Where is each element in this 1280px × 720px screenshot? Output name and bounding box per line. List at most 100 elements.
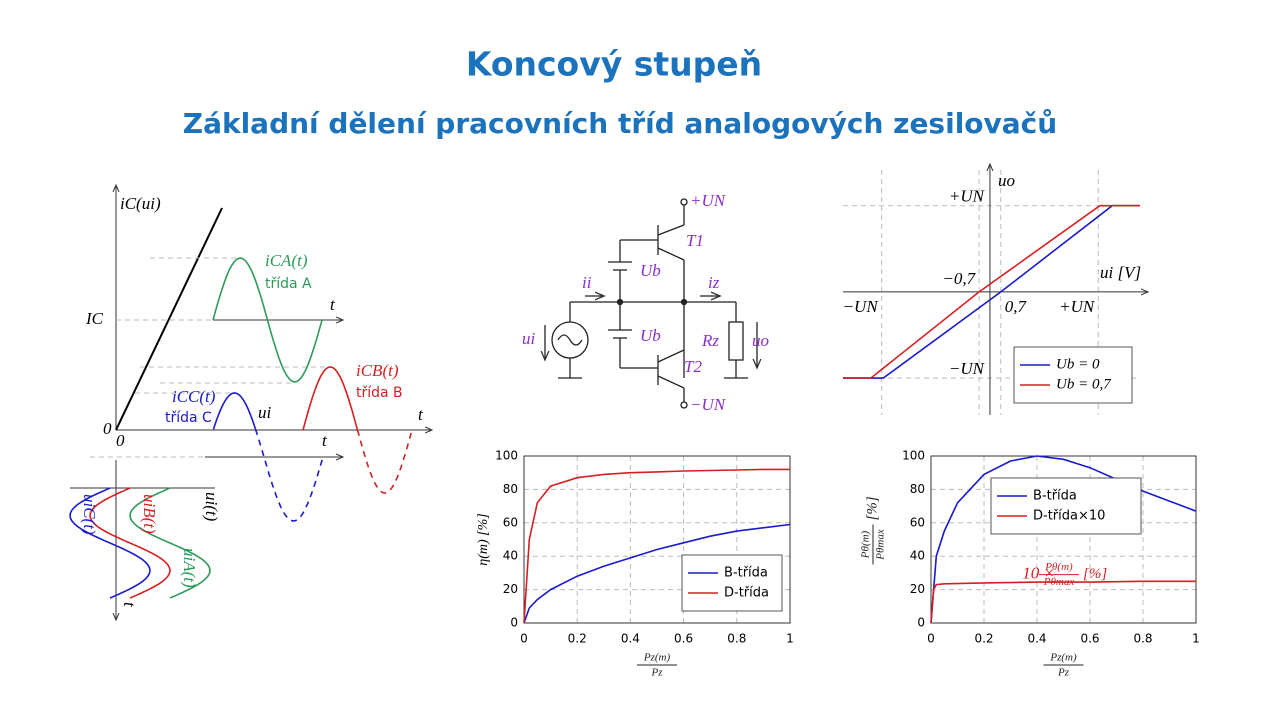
- y-tick-label: 20: [503, 582, 518, 596]
- axis-label: t: [418, 405, 424, 424]
- label: Pθmax: [1043, 576, 1075, 588]
- label: t: [120, 602, 139, 608]
- label: −UN: [690, 395, 727, 414]
- y-tick-label: −UN: [949, 359, 986, 378]
- label: třída B: [356, 385, 403, 401]
- y-tick-label: 80: [910, 482, 925, 496]
- x-tick-label: 0,7: [1005, 297, 1028, 316]
- y-tick-label: 40: [910, 549, 925, 563]
- label: Rz: [701, 331, 719, 350]
- label: T2: [684, 357, 702, 376]
- wave: [254, 428, 324, 522]
- label: uo: [752, 331, 769, 350]
- axis-label: 0: [103, 419, 112, 438]
- label: iCB(t): [356, 361, 399, 380]
- legend-label: D-třída: [724, 586, 769, 601]
- label: Pz(m): [643, 652, 671, 664]
- x-tick-label: 0.2: [568, 632, 587, 646]
- label: ui: [522, 329, 536, 348]
- label: Pz: [1057, 667, 1070, 679]
- legend-box: [990, 477, 1142, 535]
- label: uiA(t): [180, 548, 199, 588]
- label: Pθ(m): [1044, 561, 1073, 573]
- y-tick-label: 80: [503, 482, 518, 496]
- label: Pz(m): [1049, 652, 1077, 664]
- label: +UN: [690, 191, 727, 210]
- x-tick-label: −0,7: [942, 269, 976, 288]
- fraction: Pz(m) Pz: [1043, 652, 1084, 679]
- series-line: [523, 523, 791, 624]
- x-axis-label: ui [V]: [1100, 263, 1141, 282]
- wave: [212, 257, 323, 383]
- label: Ub: [640, 326, 661, 345]
- x-tick-label: +UN: [1059, 297, 1096, 316]
- label: třída A: [265, 276, 312, 292]
- fraction: 10 ×Pθ(m) Pθmax [%]: [1022, 561, 1107, 588]
- label: ui(t): [202, 492, 221, 522]
- wave: [129, 487, 211, 599]
- legend-box: [1013, 346, 1133, 404]
- fraction: Pθ(m) Pθmax [%]: [860, 496, 887, 565]
- label: iCC(t): [172, 387, 216, 406]
- x-tick-label: 0.6: [674, 632, 693, 646]
- label: Pθ(m): [860, 530, 872, 559]
- x-tick-label: 0.8: [727, 632, 746, 646]
- class-diagram: [69, 185, 432, 620]
- y-tick-label: 60: [910, 515, 925, 529]
- label: iz: [708, 273, 720, 292]
- legend-label: Ub = 0,7: [1056, 376, 1112, 392]
- x-tick-label: −UN: [843, 297, 880, 316]
- axis-label: iC(ui): [120, 194, 161, 213]
- label: ii: [582, 273, 592, 292]
- wave: [69, 487, 151, 599]
- y-tick-label: 0: [510, 616, 518, 630]
- y-tick-label: 100: [902, 449, 925, 463]
- wave: [212, 392, 257, 430]
- series-line: [930, 580, 1196, 624]
- axis-label: t: [322, 431, 328, 450]
- wave: [89, 487, 171, 599]
- label: [%]: [1083, 566, 1107, 582]
- legend-label: B-třída: [1033, 489, 1077, 504]
- x-tick-label: 1: [786, 632, 794, 646]
- legend-label: D-třída×10: [1033, 509, 1105, 524]
- label: uiB(t): [140, 494, 159, 534]
- x-tick-label: 1: [1192, 632, 1200, 646]
- y-axis-label: η(m) [%]: [476, 513, 491, 565]
- subtitle: Základní dělení pracovních tříd analogov…: [183, 107, 1057, 140]
- y-tick-label: 60: [503, 515, 518, 529]
- y-tick-label: 40: [503, 549, 518, 563]
- legend-label: Ub = 0: [1056, 356, 1100, 372]
- title: Koncový stupeň: [466, 45, 762, 84]
- series-line: [843, 204, 1140, 379]
- fraction: Pz(m) Pz: [637, 652, 677, 679]
- label: Pθmax: [875, 529, 887, 561]
- axis-label: 0: [116, 431, 125, 450]
- label: třída C: [165, 410, 212, 426]
- axis-label: IC: [85, 309, 104, 328]
- x-tick-label: 0.2: [974, 632, 993, 646]
- label: iCA(t): [265, 251, 308, 270]
- legend-box: [681, 554, 783, 612]
- plot-frame: [930, 455, 1197, 624]
- label: [%]: [864, 496, 880, 520]
- circuit: [545, 198, 757, 409]
- x-tick-label: 0: [520, 632, 528, 646]
- x-tick-label: 0.8: [1133, 632, 1152, 646]
- y-tick-label: +UN: [949, 187, 986, 206]
- x-tick-label: 0.6: [1080, 632, 1099, 646]
- label: T1: [686, 231, 704, 250]
- legend-label: B-třída: [724, 566, 768, 581]
- y-tick-label: 0: [917, 616, 925, 630]
- x-tick-label: 0.4: [1027, 632, 1046, 646]
- wave: [356, 429, 413, 494]
- label: Ub: [640, 261, 661, 280]
- label: Pz: [651, 667, 664, 679]
- axis-label: t: [330, 295, 336, 314]
- plot-frame: [523, 455, 791, 624]
- series-line: [523, 468, 790, 624]
- x-tick-label: 0.4: [621, 632, 640, 646]
- x-tick-label: 0: [927, 632, 935, 646]
- y-axis-label: uo: [998, 171, 1015, 190]
